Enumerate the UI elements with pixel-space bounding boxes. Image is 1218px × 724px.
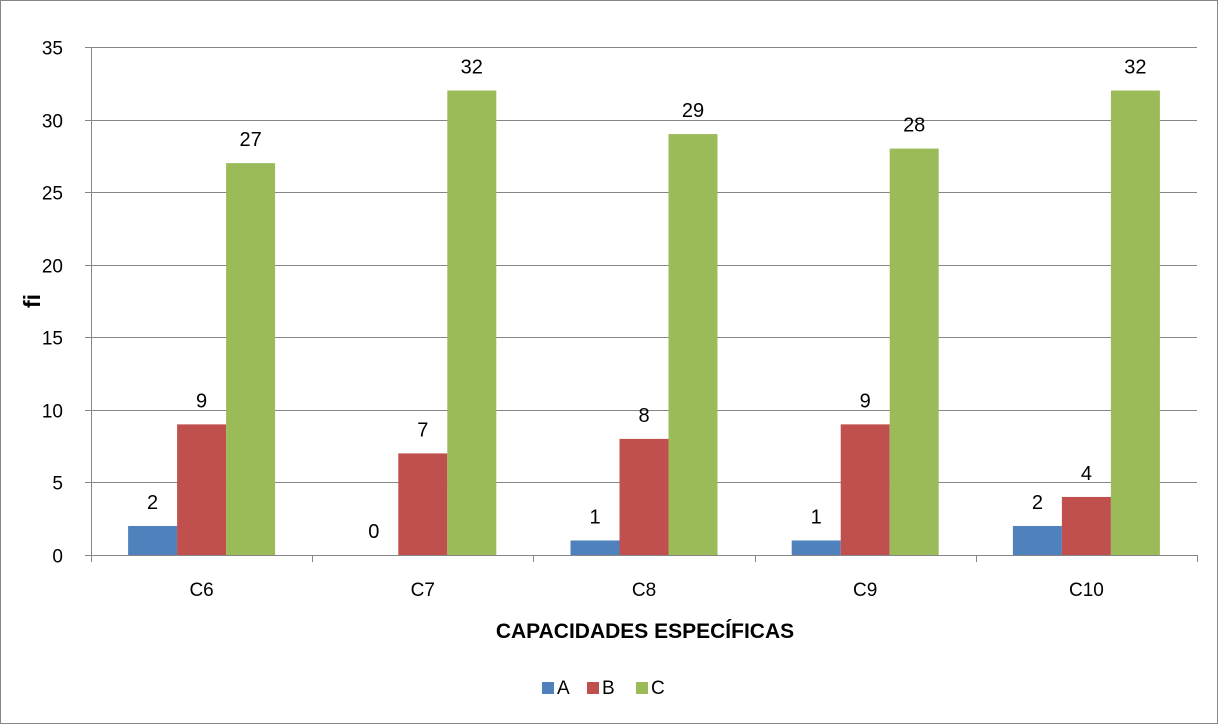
bar-c-c10	[1110, 90, 1160, 556]
y-tick-label: 0	[52, 547, 63, 568]
legend-swatch-c	[636, 682, 648, 694]
bar-b-c8	[619, 438, 669, 555]
data-label: 2	[1032, 492, 1043, 514]
data-label: 27	[239, 129, 261, 151]
y-tick-label: 15	[42, 329, 63, 350]
data-label: 1	[811, 506, 822, 528]
data-label: 29	[682, 100, 704, 122]
bars	[128, 90, 1160, 556]
bar-c-c7	[447, 90, 497, 556]
bar-a-c10	[1012, 525, 1062, 555]
bar-a-c6	[128, 525, 178, 555]
data-label: 1	[589, 506, 600, 528]
bar-b-c7	[398, 453, 448, 555]
y-tick-label: 10	[42, 402, 63, 423]
bar-b-c6	[177, 424, 227, 555]
data-label: 32	[1124, 57, 1146, 79]
data-label: 8	[638, 405, 649, 427]
data-label: 0	[368, 521, 379, 543]
y-axis-title: fi	[19, 294, 45, 308]
data-label: 9	[860, 390, 871, 412]
legend-label-b: B	[602, 678, 615, 699]
bar-c-c8	[668, 134, 718, 556]
data-label: 32	[461, 57, 483, 79]
bar-a-c9	[791, 540, 841, 555]
x-tick-label: C10	[1069, 580, 1104, 601]
bar-b-c10	[1061, 496, 1111, 555]
bar-b-c9	[840, 424, 890, 555]
x-tick-label: C9	[853, 580, 877, 601]
x-tick-label: C6	[189, 580, 213, 601]
y-tick-label: 35	[42, 39, 63, 60]
data-label: 2	[147, 492, 158, 514]
y-tick-label: 25	[42, 184, 63, 205]
y-tick-label: 30	[42, 112, 63, 133]
legend-swatch-a	[542, 682, 554, 694]
bar-a-c8	[570, 540, 620, 555]
y-tick-label: 5	[52, 474, 63, 495]
gridlines	[91, 47, 1197, 483]
data-label: 4	[1081, 463, 1092, 485]
bar-c-c6	[226, 163, 276, 555]
y-tick-label: 20	[42, 257, 63, 278]
legend-label-a: A	[557, 678, 570, 699]
x-tick-label: C7	[411, 580, 435, 601]
data-label: 7	[417, 419, 428, 441]
x-tick-label: C8	[632, 580, 656, 601]
bar-c-c9	[889, 148, 939, 555]
legend: A B C	[542, 678, 665, 699]
data-label: 28	[903, 115, 925, 137]
legend-label-c: C	[651, 678, 665, 699]
legend-swatch-b	[587, 682, 599, 694]
x-axis-title: CAPACIDADES ESPECÍFICAS	[496, 620, 794, 643]
data-label: 9	[196, 390, 207, 412]
